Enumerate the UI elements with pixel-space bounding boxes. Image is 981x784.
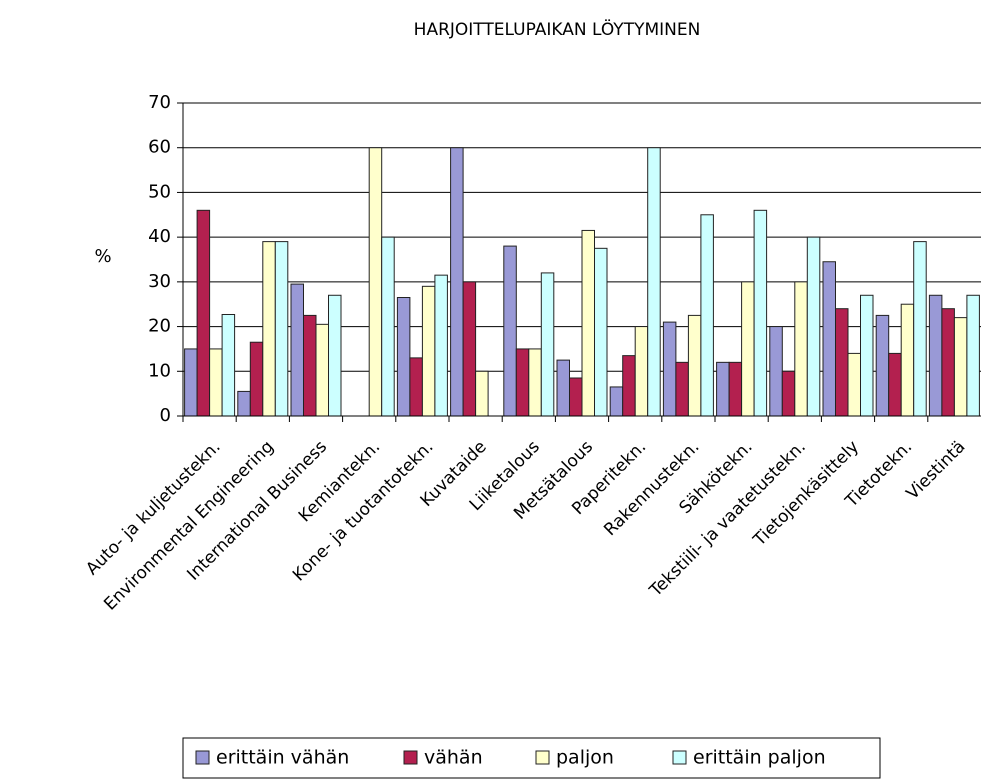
bar <box>769 326 783 417</box>
bar <box>450 147 464 417</box>
bar <box>794 281 808 417</box>
y-tick-label: 30 <box>148 271 171 292</box>
legend-label: paljon <box>556 747 614 769</box>
legend-swatch <box>672 750 687 765</box>
y-tick-label: 20 <box>148 316 171 337</box>
legend-swatch <box>195 750 210 765</box>
bar <box>237 390 251 417</box>
bar <box>409 357 423 417</box>
bar <box>556 359 570 417</box>
bar <box>953 317 968 417</box>
bar <box>966 294 980 417</box>
bar <box>196 209 211 417</box>
bar <box>315 323 330 417</box>
bar <box>434 274 448 417</box>
bar <box>741 281 755 417</box>
legend-box <box>182 737 881 779</box>
bar <box>475 370 489 417</box>
bar <box>184 348 198 417</box>
x-tick-label: Rakennustekn. <box>600 437 703 540</box>
bar <box>847 352 862 417</box>
bar <box>290 283 304 417</box>
bar <box>528 348 542 417</box>
bar <box>540 272 555 417</box>
bar <box>209 348 223 417</box>
bar <box>515 348 530 417</box>
legend-label: erittäin vähän <box>216 747 349 769</box>
y-axis-label: % <box>94 246 111 267</box>
y-tick-label: 50 <box>148 181 171 202</box>
bar <box>728 361 743 417</box>
bar <box>221 313 236 417</box>
bar <box>687 314 702 417</box>
bar <box>462 281 477 417</box>
bar <box>806 236 821 417</box>
bar <box>249 341 264 417</box>
chart-title: HARJOITTELUPAIKAN LÖYTYMINEN <box>414 18 701 40</box>
bar <box>302 314 317 417</box>
bar <box>368 147 383 417</box>
bar <box>928 294 943 417</box>
bar <box>609 386 624 417</box>
bar <box>381 236 395 417</box>
y-tick-label: 40 <box>148 226 171 247</box>
bar <box>622 355 636 417</box>
legend-swatch <box>403 750 418 765</box>
bar <box>716 361 730 417</box>
bar <box>913 241 927 417</box>
y-tick-label: 10 <box>148 360 171 381</box>
legend-label: erittäin paljon <box>693 747 826 769</box>
bar <box>675 361 689 417</box>
bar <box>888 352 902 417</box>
legend-swatch <box>535 750 550 765</box>
bar <box>662 321 677 417</box>
y-tick-label: 70 <box>148 92 171 113</box>
bar <box>834 308 849 417</box>
x-tick-label: Viestintä <box>903 437 970 504</box>
bar <box>781 370 796 417</box>
bar <box>594 247 608 417</box>
y-tick-label: 60 <box>148 137 171 158</box>
bar <box>647 147 661 417</box>
bar <box>634 326 649 417</box>
bar <box>900 303 915 417</box>
bar <box>753 209 768 417</box>
bar <box>941 308 955 417</box>
bar <box>581 229 596 417</box>
bar <box>503 245 517 417</box>
y-tick-label: 0 <box>160 405 171 426</box>
bar <box>328 294 342 417</box>
bar <box>822 261 836 417</box>
bar <box>396 297 411 417</box>
bar <box>274 241 289 417</box>
legend-label: vähän <box>424 747 483 769</box>
bar <box>421 285 436 417</box>
bar <box>700 214 714 417</box>
bar <box>860 294 874 417</box>
bar <box>262 241 276 417</box>
bar <box>875 314 890 417</box>
bar <box>568 377 583 417</box>
